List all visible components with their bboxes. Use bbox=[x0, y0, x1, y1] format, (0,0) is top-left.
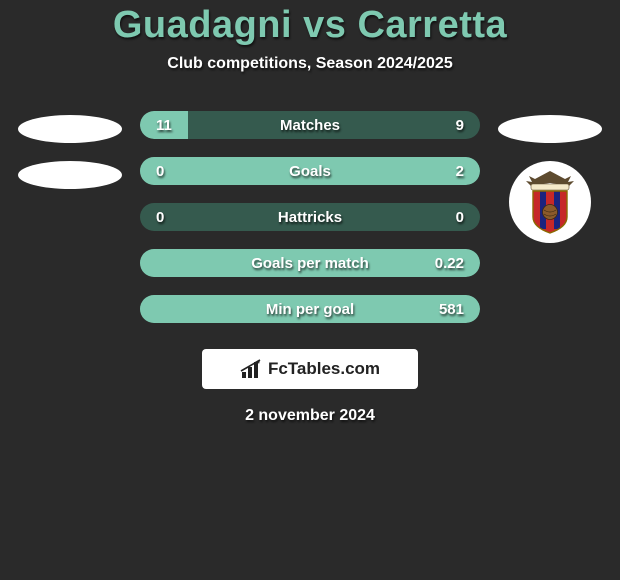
stat-bar-goals-per-match: Goals per match 0.22 bbox=[140, 249, 480, 277]
date-text: 2 november 2024 bbox=[0, 407, 620, 425]
stat-bar-matches: 11 Matches 9 bbox=[140, 111, 480, 139]
stat-value-left: 0 bbox=[156, 163, 164, 180]
player-placeholder-ellipse bbox=[18, 115, 122, 143]
stat-bar-goals: 0 Goals 2 bbox=[140, 157, 480, 185]
page-title: Guadagni vs Carretta bbox=[0, 4, 620, 47]
stat-value-right: 0 bbox=[456, 209, 464, 226]
infographic-container: Guadagni vs Carretta Club competitions, … bbox=[0, 0, 620, 425]
stat-label: Goals bbox=[289, 163, 331, 180]
subtitle: Club competitions, Season 2024/2025 bbox=[0, 55, 620, 73]
stat-label: Min per goal bbox=[266, 301, 354, 318]
footer-logo: FcTables.com bbox=[202, 349, 418, 389]
stat-label: Goals per match bbox=[251, 255, 369, 272]
stat-value-left: 11 bbox=[156, 117, 172, 134]
club-shield-icon bbox=[521, 169, 579, 235]
stat-bar-hattricks: 0 Hattricks 0 bbox=[140, 203, 480, 231]
player-placeholder-ellipse bbox=[18, 161, 122, 189]
stat-bar-min-per-goal: Min per goal 581 bbox=[140, 295, 480, 323]
stat-value-left: 0 bbox=[156, 209, 164, 226]
content-row: 11 Matches 9 0 Goals 2 0 Hattricks 0 bbox=[0, 111, 620, 323]
stat-label: Hattricks bbox=[278, 209, 342, 226]
stat-value-right: 581 bbox=[439, 301, 464, 318]
stat-label: Matches bbox=[280, 117, 340, 134]
bars-icon bbox=[240, 358, 264, 380]
player-placeholder-ellipse bbox=[498, 115, 602, 143]
club-badge bbox=[509, 161, 591, 243]
left-badge-column bbox=[0, 111, 140, 189]
right-badge-column bbox=[480, 111, 620, 243]
stat-value-right: 2 bbox=[456, 163, 464, 180]
stat-value-right: 9 bbox=[456, 117, 464, 134]
stat-value-right: 0.22 bbox=[435, 255, 464, 272]
footer-logo-text: FcTables.com bbox=[268, 359, 380, 379]
stats-column: 11 Matches 9 0 Goals 2 0 Hattricks 0 bbox=[140, 111, 480, 323]
